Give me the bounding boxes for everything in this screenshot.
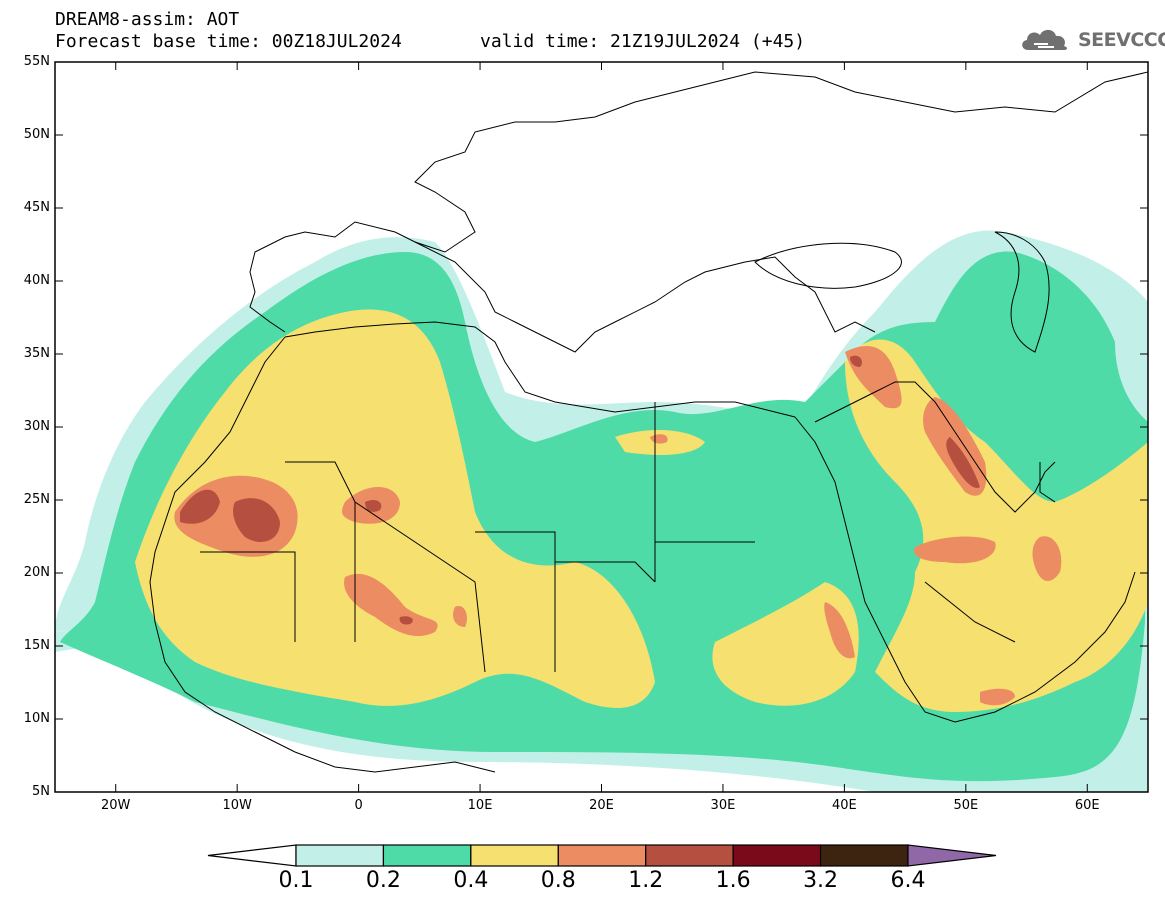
lon-label: 10E	[467, 798, 493, 813]
logo-text: SEEVCCC	[1078, 29, 1165, 51]
colorbar-segment	[382, 844, 472, 867]
lon-label: 0	[354, 798, 363, 813]
lat-label: 55N	[23, 54, 50, 69]
colorbar-label: 1.2	[628, 868, 664, 893]
lat-label: 10N	[23, 711, 50, 726]
lat-label: 50N	[23, 127, 50, 142]
colorbar-label: 3.2	[803, 868, 839, 893]
lon-label: 50E	[953, 798, 979, 813]
colorbar-segment	[645, 844, 734, 867]
lat-label: 20N	[23, 565, 50, 580]
lon-label: 20W	[101, 798, 131, 813]
lon-label: 20E	[589, 798, 614, 813]
colorbar-segment	[557, 844, 647, 867]
map-panel	[55, 62, 1148, 792]
cloud-icon	[1022, 29, 1067, 50]
colorbar-segment	[732, 844, 822, 867]
valid-time: valid time: 21Z19JUL2024 (+45)	[480, 31, 806, 52]
colorbar-segment	[470, 844, 559, 867]
colorbar-low-arrow	[207, 844, 297, 867]
lon-label: 30E	[710, 798, 736, 813]
colorbar-high-arrow	[907, 844, 997, 867]
forecast-base-time: Forecast base time: 00Z18JUL2024	[55, 31, 402, 52]
lon-label: 10W	[222, 798, 252, 813]
lat-label: 45N	[23, 200, 50, 215]
colorbar-label: 6.4	[890, 868, 926, 893]
colorbar-label: 1.6	[715, 868, 751, 893]
colorbar-label: 0.2	[365, 868, 401, 893]
lat-label: 25N	[23, 492, 50, 507]
colorbar-label: 0.8	[540, 868, 576, 893]
coastlines	[149, 71, 1148, 773]
map-title: DREAM8-assim: AOT	[55, 9, 240, 30]
lat-label: 35N	[23, 346, 50, 361]
colorbar-segment	[819, 844, 909, 867]
colorbar-segment	[295, 844, 385, 867]
seevccc-logo: SEEVCCC	[1018, 24, 1165, 56]
lat-label: 5N	[32, 784, 50, 799]
colorbar-label: 0.1	[278, 868, 314, 893]
lon-label: 40E	[831, 798, 857, 813]
colorbar-label: 0.4	[453, 868, 489, 893]
lat-label: 40N	[23, 273, 50, 288]
lat-label: 30N	[23, 419, 50, 434]
lat-label: 15N	[23, 638, 50, 653]
lon-label: 60E	[1074, 798, 1100, 813]
